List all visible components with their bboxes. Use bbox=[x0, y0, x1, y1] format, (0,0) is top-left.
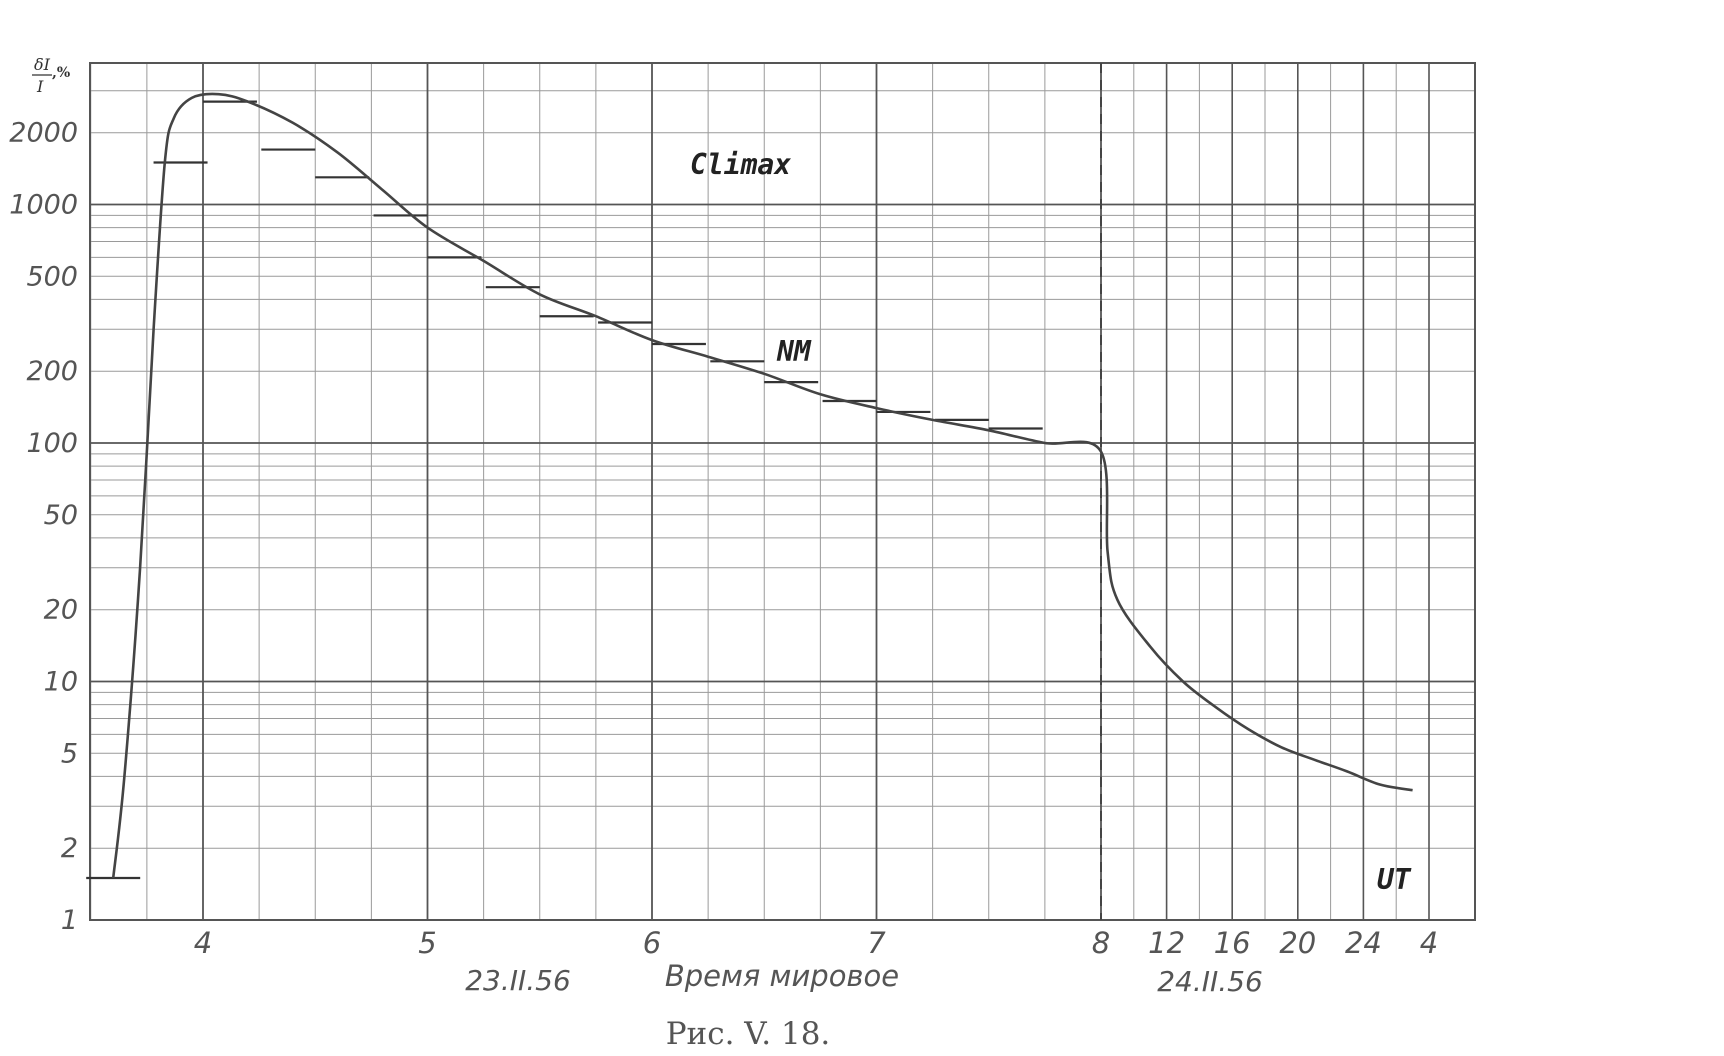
x-tick-label: 7 bbox=[867, 926, 886, 960]
grid-major bbox=[90, 63, 1475, 921]
y-axis-label-unit: ,% bbox=[52, 65, 70, 81]
y-tick-labels: 1 2 5 10 20 50 100 200 500 1000 2000 bbox=[9, 118, 78, 936]
x-tick-label: 8 bbox=[1092, 926, 1110, 960]
y-tick-label: 5 bbox=[61, 738, 78, 769]
x-tick-label: 12 bbox=[1148, 926, 1185, 960]
series-line-nm bbox=[111, 92, 1413, 879]
figure-caption: Рис. V. 18. bbox=[666, 1016, 831, 1052]
x-tick-labels: 4 5 6 7 8 12 16 20 24 4 bbox=[194, 926, 1438, 960]
x-tick-label: 5 bbox=[418, 926, 436, 960]
y-tick-label: 100 bbox=[26, 428, 78, 459]
y-tick-label: 2000 bbox=[9, 118, 78, 149]
y-axis-label-numerator: δI bbox=[34, 55, 51, 74]
x-tick-label: 4 bbox=[194, 926, 212, 960]
y-axis-label: δI I ,% bbox=[32, 55, 70, 96]
date-right: 24.II.56 bbox=[1157, 965, 1263, 998]
y-axis-label-denominator: I bbox=[36, 77, 44, 96]
x-tick-label: 4 bbox=[1420, 926, 1438, 960]
y-tick-label: 1000 bbox=[9, 190, 78, 221]
grid-minor bbox=[90, 63, 1475, 920]
x-tick-label: 20 bbox=[1279, 926, 1316, 960]
hourly-marks bbox=[86, 100, 1043, 880]
x-axis-label: Время мировое bbox=[665, 959, 899, 993]
time-label: UT bbox=[1377, 863, 1412, 896]
y-tick-label: 2 bbox=[61, 833, 78, 864]
y-tick-label: 10 bbox=[44, 667, 78, 698]
plot-frame bbox=[89, 62, 1476, 921]
y-tick-label: 50 bbox=[44, 500, 78, 531]
y-tick-label: 500 bbox=[26, 261, 78, 292]
series-label: NM bbox=[776, 335, 812, 368]
date-left: 23.II.56 bbox=[465, 964, 571, 997]
x-tick-label: 24 bbox=[1345, 926, 1382, 960]
y-tick-label: 200 bbox=[26, 356, 78, 387]
station-label: Climax bbox=[690, 148, 791, 181]
y-tick-label: 20 bbox=[44, 595, 78, 626]
x-tick-label: 16 bbox=[1214, 926, 1251, 960]
x-tick-label: 6 bbox=[643, 926, 661, 960]
y-tick-label: 1 bbox=[61, 905, 78, 936]
